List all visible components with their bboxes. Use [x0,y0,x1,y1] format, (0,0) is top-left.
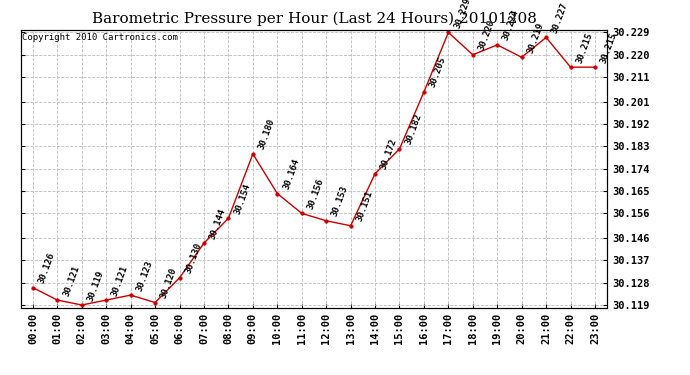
Text: 30.120: 30.120 [159,266,179,300]
Text: 30.153: 30.153 [331,184,350,218]
Text: 30.164: 30.164 [282,158,301,191]
Text: 30.229: 30.229 [453,0,472,30]
Text: 30.151: 30.151 [355,190,374,223]
Text: Copyright 2010 Cartronics.com: Copyright 2010 Cartronics.com [22,33,178,42]
Text: 30.123: 30.123 [135,259,155,292]
Text: 30.119: 30.119 [86,269,106,302]
Text: 30.182: 30.182 [404,113,423,146]
Text: 30.121: 30.121 [110,264,130,297]
Text: 30.215: 30.215 [599,31,619,64]
Text: 30.205: 30.205 [428,56,448,89]
Text: 30.144: 30.144 [208,207,228,240]
Text: 30.156: 30.156 [306,177,326,211]
Text: 30.172: 30.172 [380,138,399,171]
Text: 30.126: 30.126 [37,252,57,285]
Text: 30.180: 30.180 [257,118,277,151]
Text: 30.219: 30.219 [526,21,545,54]
Text: 30.215: 30.215 [575,31,594,64]
Title: Barometric Pressure per Hour (Last 24 Hours) 20101208: Barometric Pressure per Hour (Last 24 Ho… [92,12,536,26]
Text: 30.224: 30.224 [502,9,521,42]
Text: 30.154: 30.154 [233,182,252,216]
Text: 30.121: 30.121 [61,264,81,297]
Text: 30.227: 30.227 [550,1,570,34]
Text: 30.130: 30.130 [184,242,203,275]
Text: 30.220: 30.220 [477,19,496,52]
